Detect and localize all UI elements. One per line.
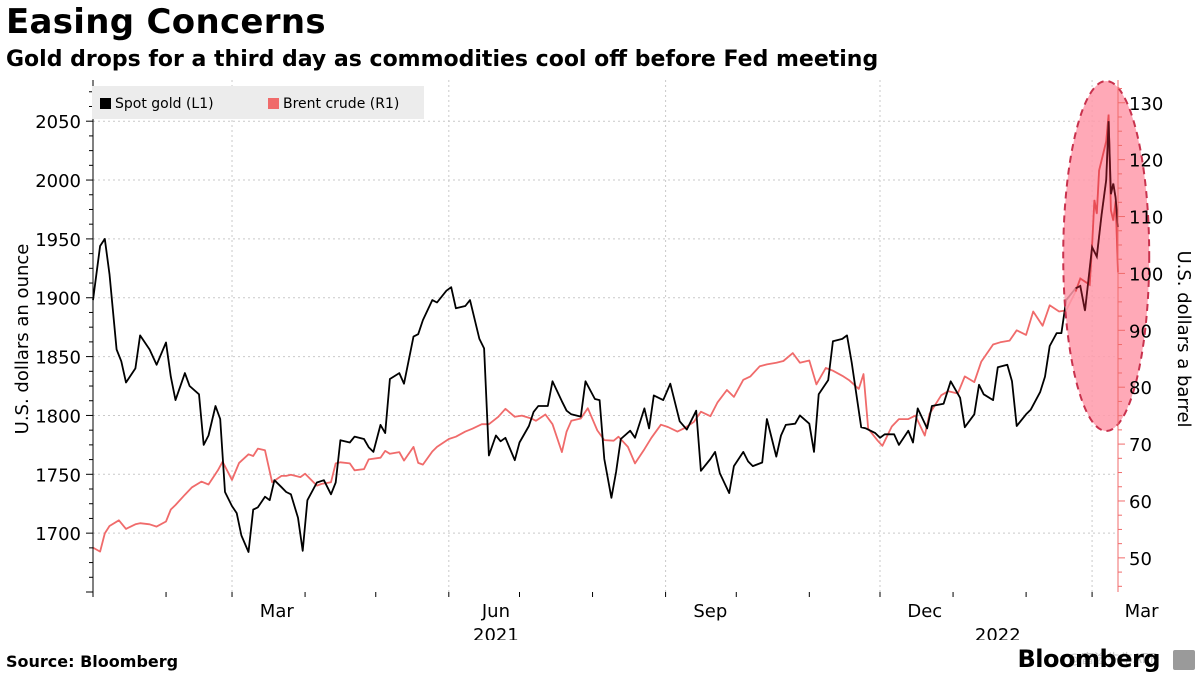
left-tick-label: 1900 [35,289,81,310]
bloomberg-logo: Bloomberg [1017,645,1161,673]
legend-background [92,86,424,119]
series-line-gold-highlighted [1075,121,1119,311]
left-axis-label: U.S. dollars an ounce [12,244,33,435]
highlight-ellipse-layer [1062,80,1151,432]
right-tick-label: 100 [1129,264,1163,285]
right-tick-label: 50 [1129,549,1152,570]
right-tick-label: 70 [1129,435,1152,456]
x-year-label: 2021 [473,625,519,640]
chart-subtitle: Gold drops for a third day as commoditie… [6,47,879,72]
watermark: @富途牛牛APP [1068,652,1158,667]
gridlines [93,80,1118,592]
legend-label-gold: Spot gold (L1) [115,96,214,112]
chart-title: Easing Concerns [6,2,326,42]
x-tick-label: Mar [260,601,295,622]
left-tick-label: 1950 [35,230,81,251]
x-tick-label: Sep [693,601,727,622]
axes: 1700 1750 1800 1850 1900 1950 2000 2050 50 60 70 80… [35,80,1163,640]
legend-swatch-brent [268,98,279,109]
left-tick-label: 2050 [35,112,81,133]
right-tick-label: 120 [1129,151,1163,172]
chart-area: 1700 1750 1800 1850 1900 1950 2000 2050 50 60 70 80… [12,80,1194,640]
right-tick-label: 130 [1129,94,1163,115]
left-tick-label: 2000 [35,171,81,192]
right-tick-label: 60 [1129,492,1152,513]
series-line-spot-gold [92,120,1119,553]
x-tick-label: Dec [907,601,942,622]
legend: Spot gold (L1) Brent crude (R1) [92,86,424,119]
x-tick-label: Jun [481,601,510,622]
right-tick-label: 80 [1129,378,1152,399]
left-tick-label: 1750 [35,465,81,486]
left-tick-label: 1700 [35,524,81,545]
x-year-label: 2022 [975,625,1021,640]
series-line-brent-highlighted [1074,114,1119,292]
highlight-ellipse [1062,80,1151,432]
legend-swatch-gold [100,98,111,109]
watermark-app-icon [1173,650,1195,670]
left-tick-label: 1800 [35,406,81,427]
series-line-brent-crude [92,113,1119,553]
x-tick-label: Mar [1125,601,1160,622]
source-note: Source: Bloomberg [6,652,179,671]
right-axis-label: U.S. dollars a barrel [1173,250,1194,427]
left-tick-label: 1850 [35,348,81,369]
series-lines [92,113,1119,553]
right-tick-label: 110 [1129,208,1163,229]
right-tick-label: 90 [1129,321,1152,342]
legend-label-brent: Brent crude (R1) [283,96,399,112]
